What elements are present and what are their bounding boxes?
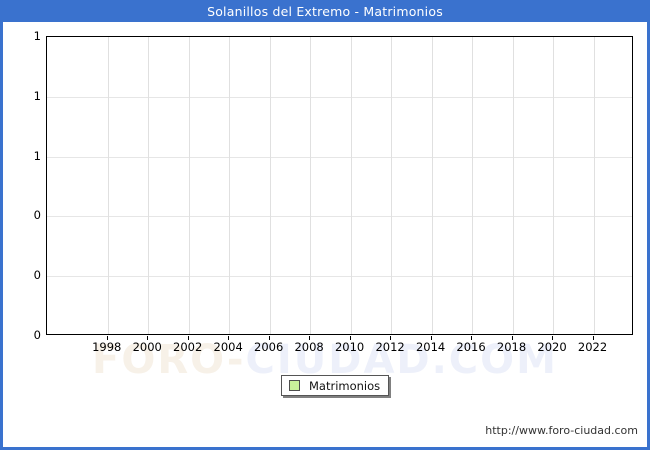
- x-axis-tick-label: 2018: [496, 340, 527, 354]
- x-axis-tick-mark: [390, 336, 392, 340]
- x-axis-tick-mark: [228, 336, 230, 340]
- x-axis-tick-label: 2008: [294, 340, 324, 354]
- x-axis-tick-label: 2010: [334, 340, 365, 354]
- gridline-vertical: [553, 37, 555, 334]
- x-axis-tick-label: 2022: [577, 340, 608, 354]
- x-axis-tick-mark: [309, 336, 311, 340]
- gridline-vertical: [593, 37, 595, 334]
- page-title: Solanillos del Extremo - Matrimonios: [3, 0, 647, 22]
- x-axis-tick-mark: [349, 336, 351, 340]
- gridline-horizontal: [47, 276, 632, 278]
- x-axis-tick-mark: [268, 336, 270, 340]
- x-axis-tick-mark: [592, 336, 594, 340]
- x-axis-tick-labels: 1998 2000 2002 2004 2006 2008 2010 2012 2014 2016…: [46, 336, 633, 356]
- x-axis-tick-mark: [147, 336, 149, 340]
- x-axis-tick-mark: [430, 336, 432, 340]
- footer-url: http://www.foro-ciudad.com: [485, 424, 638, 437]
- x-axis-tick-mark: [471, 336, 473, 340]
- legend-item-label: Matrimonios: [309, 378, 381, 393]
- square-swatch-icon: [289, 380, 300, 391]
- x-axis-tick-label: 2016: [456, 340, 486, 354]
- gridline-horizontal: [47, 96, 632, 98]
- gridline-horizontal: [47, 156, 632, 158]
- gridline-vertical: [391, 37, 393, 334]
- gridline-vertical: [188, 37, 190, 334]
- x-axis-tick-label: 2012: [375, 340, 405, 354]
- y-axis-tick-label: 1: [33, 88, 41, 103]
- x-axis-tick-mark: [511, 336, 513, 340]
- x-axis-tick-label: 2004: [213, 340, 243, 354]
- chart-legend: Matrimonios: [281, 375, 390, 396]
- x-axis-tick-label: 2020: [537, 340, 567, 354]
- x-axis-tick-label: 2006: [254, 340, 284, 354]
- gridline-vertical: [107, 37, 109, 334]
- gridline-vertical: [431, 37, 433, 334]
- gridline-vertical: [310, 37, 312, 334]
- y-axis-tick-label: 0: [33, 268, 41, 283]
- x-axis-tick-label: 2002: [173, 340, 203, 354]
- x-axis-tick-label: 1998: [92, 340, 122, 354]
- x-axis-tick-label: 2000: [132, 340, 162, 354]
- plot-area: [46, 36, 633, 335]
- y-axis-tick-labels: 1 1 1 0 0 0: [3, 29, 41, 342]
- gridline-vertical: [269, 37, 271, 334]
- y-axis-tick-label: 0: [33, 208, 41, 223]
- y-axis-tick-label: 1: [33, 29, 41, 43]
- x-axis-tick-mark: [552, 336, 554, 340]
- gridline-vertical: [148, 37, 150, 334]
- gridline-vertical: [472, 37, 474, 334]
- gridline-vertical: [229, 37, 231, 334]
- gridline-horizontal: [47, 216, 632, 218]
- x-axis-tick-label: 2014: [415, 340, 446, 354]
- gridline-vertical: [512, 37, 514, 334]
- y-axis-tick-label: 1: [33, 148, 41, 163]
- y-axis-tick-label: 0: [33, 328, 41, 342]
- page-title-text: Solanillos del Extremo - Matrimonios: [207, 3, 443, 19]
- x-axis-tick-mark: [106, 336, 108, 340]
- gridline-vertical: [350, 37, 352, 334]
- x-axis-tick-mark: [187, 336, 189, 340]
